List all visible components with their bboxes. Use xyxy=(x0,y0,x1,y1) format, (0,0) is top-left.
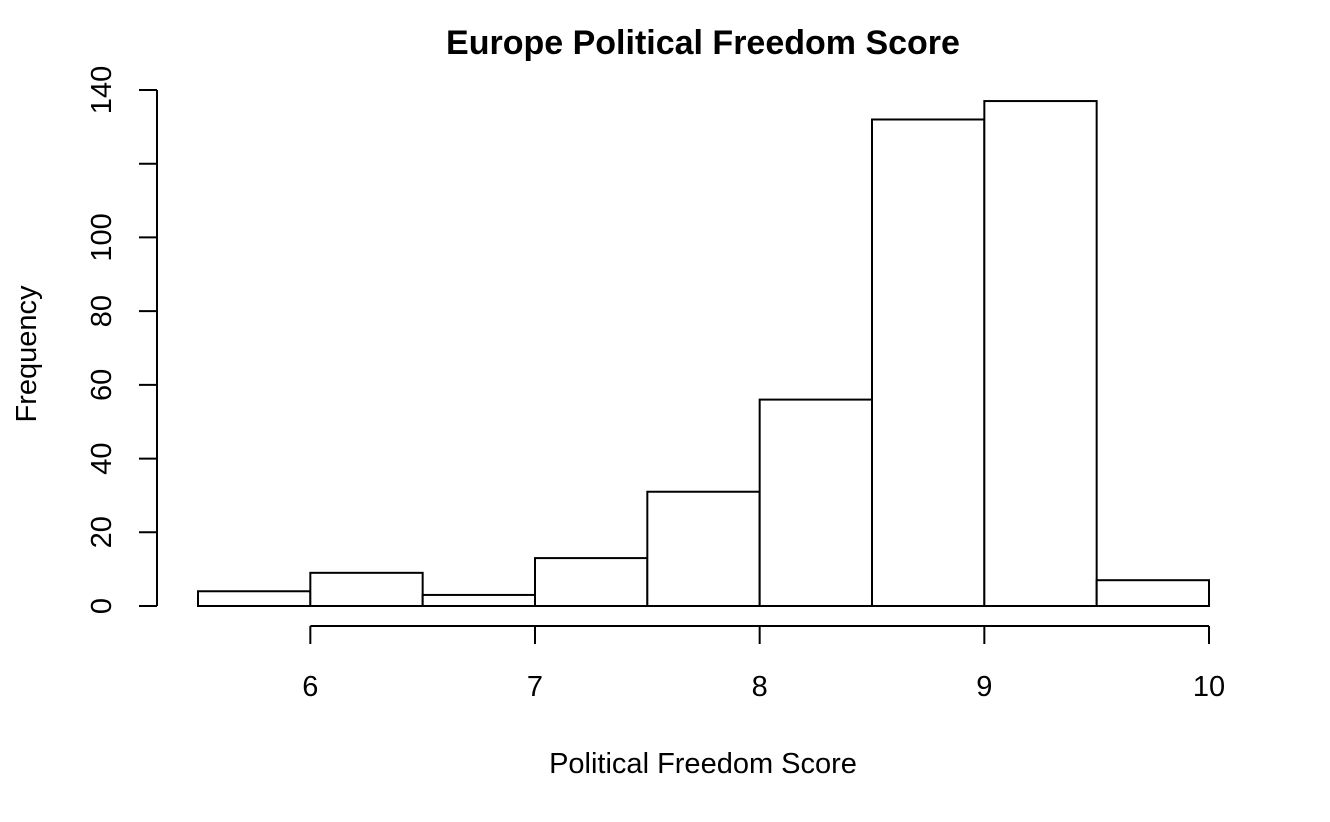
y-axis-tick-label: 100 xyxy=(86,213,118,261)
histogram-bar xyxy=(421,593,537,608)
x-axis-tick-label: 8 xyxy=(752,671,768,703)
y-axis-tick-label: 20 xyxy=(86,516,118,548)
y-axis-tick-label: 140 xyxy=(86,66,118,114)
y-axis-title: Frequency xyxy=(11,285,43,423)
x-axis-title: Political Freedom Score xyxy=(549,748,857,780)
chart-title: Europe Political Freedom Score xyxy=(446,24,960,62)
y-axis-tick-label: 60 xyxy=(86,369,118,401)
x-axis-tick-label: 9 xyxy=(976,671,992,703)
x-axis-tick-label: 6 xyxy=(302,671,318,703)
histogram-bar xyxy=(1095,579,1211,608)
histogram-bar xyxy=(983,100,1098,607)
y-axis: 0 20 40 60 80 100 140 xyxy=(86,66,158,614)
histogram-bar xyxy=(871,118,986,608)
y-axis-tick-label: 80 xyxy=(86,295,118,327)
histogram-bar xyxy=(197,590,312,608)
x-axis-tick-label: 10 xyxy=(1193,671,1225,703)
x-axis: 6 7 8 9 10 xyxy=(302,625,1225,703)
histogram-bar xyxy=(758,398,873,607)
histogram-bar xyxy=(534,557,649,608)
histogram-bar xyxy=(309,571,424,608)
bars-layer xyxy=(197,100,1211,608)
x-axis-tick-label: 7 xyxy=(527,671,543,703)
y-axis-tick-label: 40 xyxy=(86,442,118,474)
histogram-bar xyxy=(646,490,761,607)
y-axis-tick-label: 0 xyxy=(86,598,118,614)
